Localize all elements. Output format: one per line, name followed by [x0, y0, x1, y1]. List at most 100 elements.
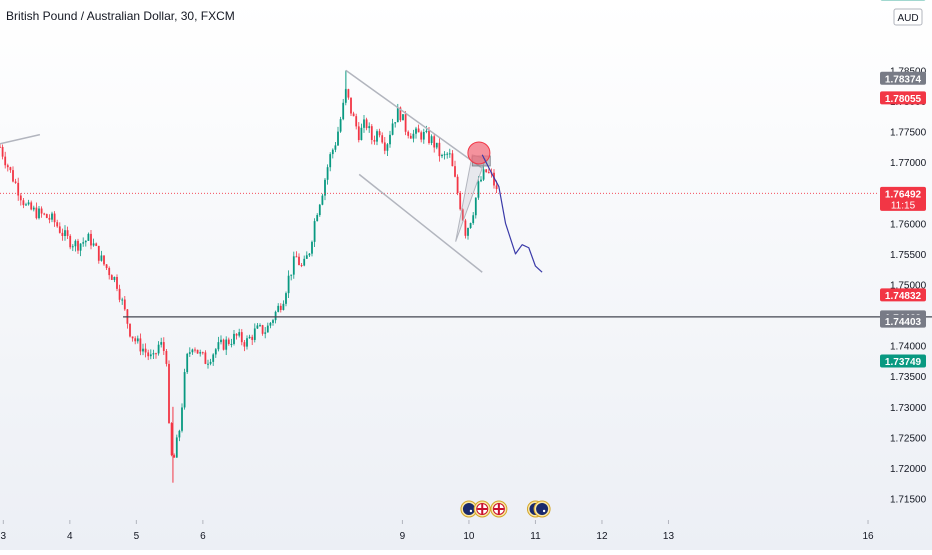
- price-tick-label: 1.71500: [890, 495, 927, 506]
- candle-up: [160, 342, 162, 345]
- candle-down: [298, 257, 300, 265]
- candle-up: [361, 128, 363, 140]
- event-flag-uk[interactable]: [474, 501, 490, 517]
- candle-up: [441, 155, 443, 156]
- price-tick-label: 1.73500: [890, 372, 927, 383]
- price-label-text: 1.74403: [885, 317, 922, 328]
- candle-up: [394, 122, 396, 123]
- price-tick-label: 1.73000: [890, 403, 927, 414]
- candle-up: [257, 325, 259, 328]
- candle-up: [181, 407, 183, 430]
- candle-up: [25, 204, 27, 205]
- candle-down: [355, 116, 357, 126]
- candle-down: [90, 234, 92, 246]
- price-label-text: 1.78374: [885, 74, 922, 85]
- candle-up: [389, 135, 391, 144]
- price-label-text: 1.79753: [885, 0, 922, 1]
- candle-down: [95, 243, 97, 245]
- candle-down: [4, 157, 6, 166]
- candle-up: [267, 326, 269, 333]
- candle-down: [205, 352, 207, 364]
- candle-down: [7, 165, 9, 167]
- candle-up: [137, 338, 139, 341]
- candle-down: [301, 265, 303, 266]
- candle-down: [163, 342, 165, 351]
- candle-down: [171, 423, 173, 455]
- candle-up: [340, 119, 342, 131]
- price-tick-label: 1.75500: [890, 250, 927, 261]
- candle-up: [293, 256, 295, 274]
- candle-down: [0, 147, 1, 148]
- candle-up: [114, 277, 116, 280]
- price-tick-label: 1.77500: [890, 128, 927, 139]
- candle-down: [155, 353, 157, 354]
- candle-down: [433, 136, 435, 147]
- candle-up: [210, 362, 212, 364]
- candle-down: [379, 131, 381, 135]
- candle-up: [467, 228, 469, 236]
- candle-down: [173, 455, 175, 457]
- candle-down: [140, 338, 142, 351]
- candle-up: [85, 241, 87, 242]
- event-flag-au[interactable]: [534, 501, 550, 517]
- price-label-text: 1.74832: [885, 291, 922, 302]
- candle-up: [189, 352, 191, 354]
- candle-down: [98, 246, 100, 261]
- candle-up: [75, 241, 77, 246]
- candle-up: [470, 223, 472, 228]
- au-star: [543, 510, 545, 512]
- candle-up: [121, 300, 123, 301]
- candle-up: [150, 354, 152, 356]
- candle-up: [225, 340, 227, 350]
- candle-down: [251, 337, 253, 340]
- time-tick-label: 3: [1, 531, 7, 542]
- candle-up: [218, 342, 220, 349]
- candle-up: [233, 334, 235, 344]
- candle-down: [410, 136, 412, 139]
- candle-up: [387, 144, 389, 150]
- candle-down: [108, 268, 110, 275]
- candle-up: [444, 154, 446, 155]
- candle-down: [488, 172, 490, 173]
- candle-down: [353, 114, 355, 117]
- candle-up: [207, 364, 209, 365]
- candle-up: [72, 246, 74, 247]
- candle-up: [93, 243, 95, 245]
- price-label-text: 1.78055: [885, 94, 922, 105]
- candle-down: [134, 338, 136, 341]
- candle-up: [231, 344, 233, 345]
- candle-down: [228, 340, 230, 344]
- candle-down: [129, 324, 131, 337]
- candle-up: [472, 215, 474, 223]
- candle-up: [319, 205, 321, 215]
- candle-down: [223, 340, 225, 350]
- candle-up: [426, 131, 428, 132]
- candle-up: [264, 332, 266, 333]
- candle-up: [270, 323, 272, 326]
- candle-down: [20, 196, 22, 201]
- event-flag-uk[interactable]: [491, 501, 507, 517]
- candle-up: [376, 131, 378, 141]
- candle-up: [33, 208, 35, 210]
- candle-up: [327, 167, 329, 180]
- price-tick-label: 1.72500: [890, 433, 927, 444]
- candle-down: [384, 142, 386, 150]
- price-label-1.74403: 1.74403: [880, 315, 926, 329]
- candle-up: [342, 103, 344, 119]
- candle-up: [290, 275, 292, 276]
- candle-down: [106, 264, 108, 268]
- candle-up: [309, 254, 311, 256]
- candle-down: [197, 350, 199, 354]
- candle-down: [10, 167, 12, 170]
- candle-down: [168, 364, 170, 423]
- candle-down: [457, 177, 459, 193]
- candle-down: [119, 289, 121, 300]
- candle-down: [358, 126, 360, 140]
- candle-down: [244, 342, 246, 346]
- candle-down: [262, 325, 264, 334]
- candle-up: [184, 372, 186, 407]
- price-label-text: 1.73749: [885, 357, 922, 368]
